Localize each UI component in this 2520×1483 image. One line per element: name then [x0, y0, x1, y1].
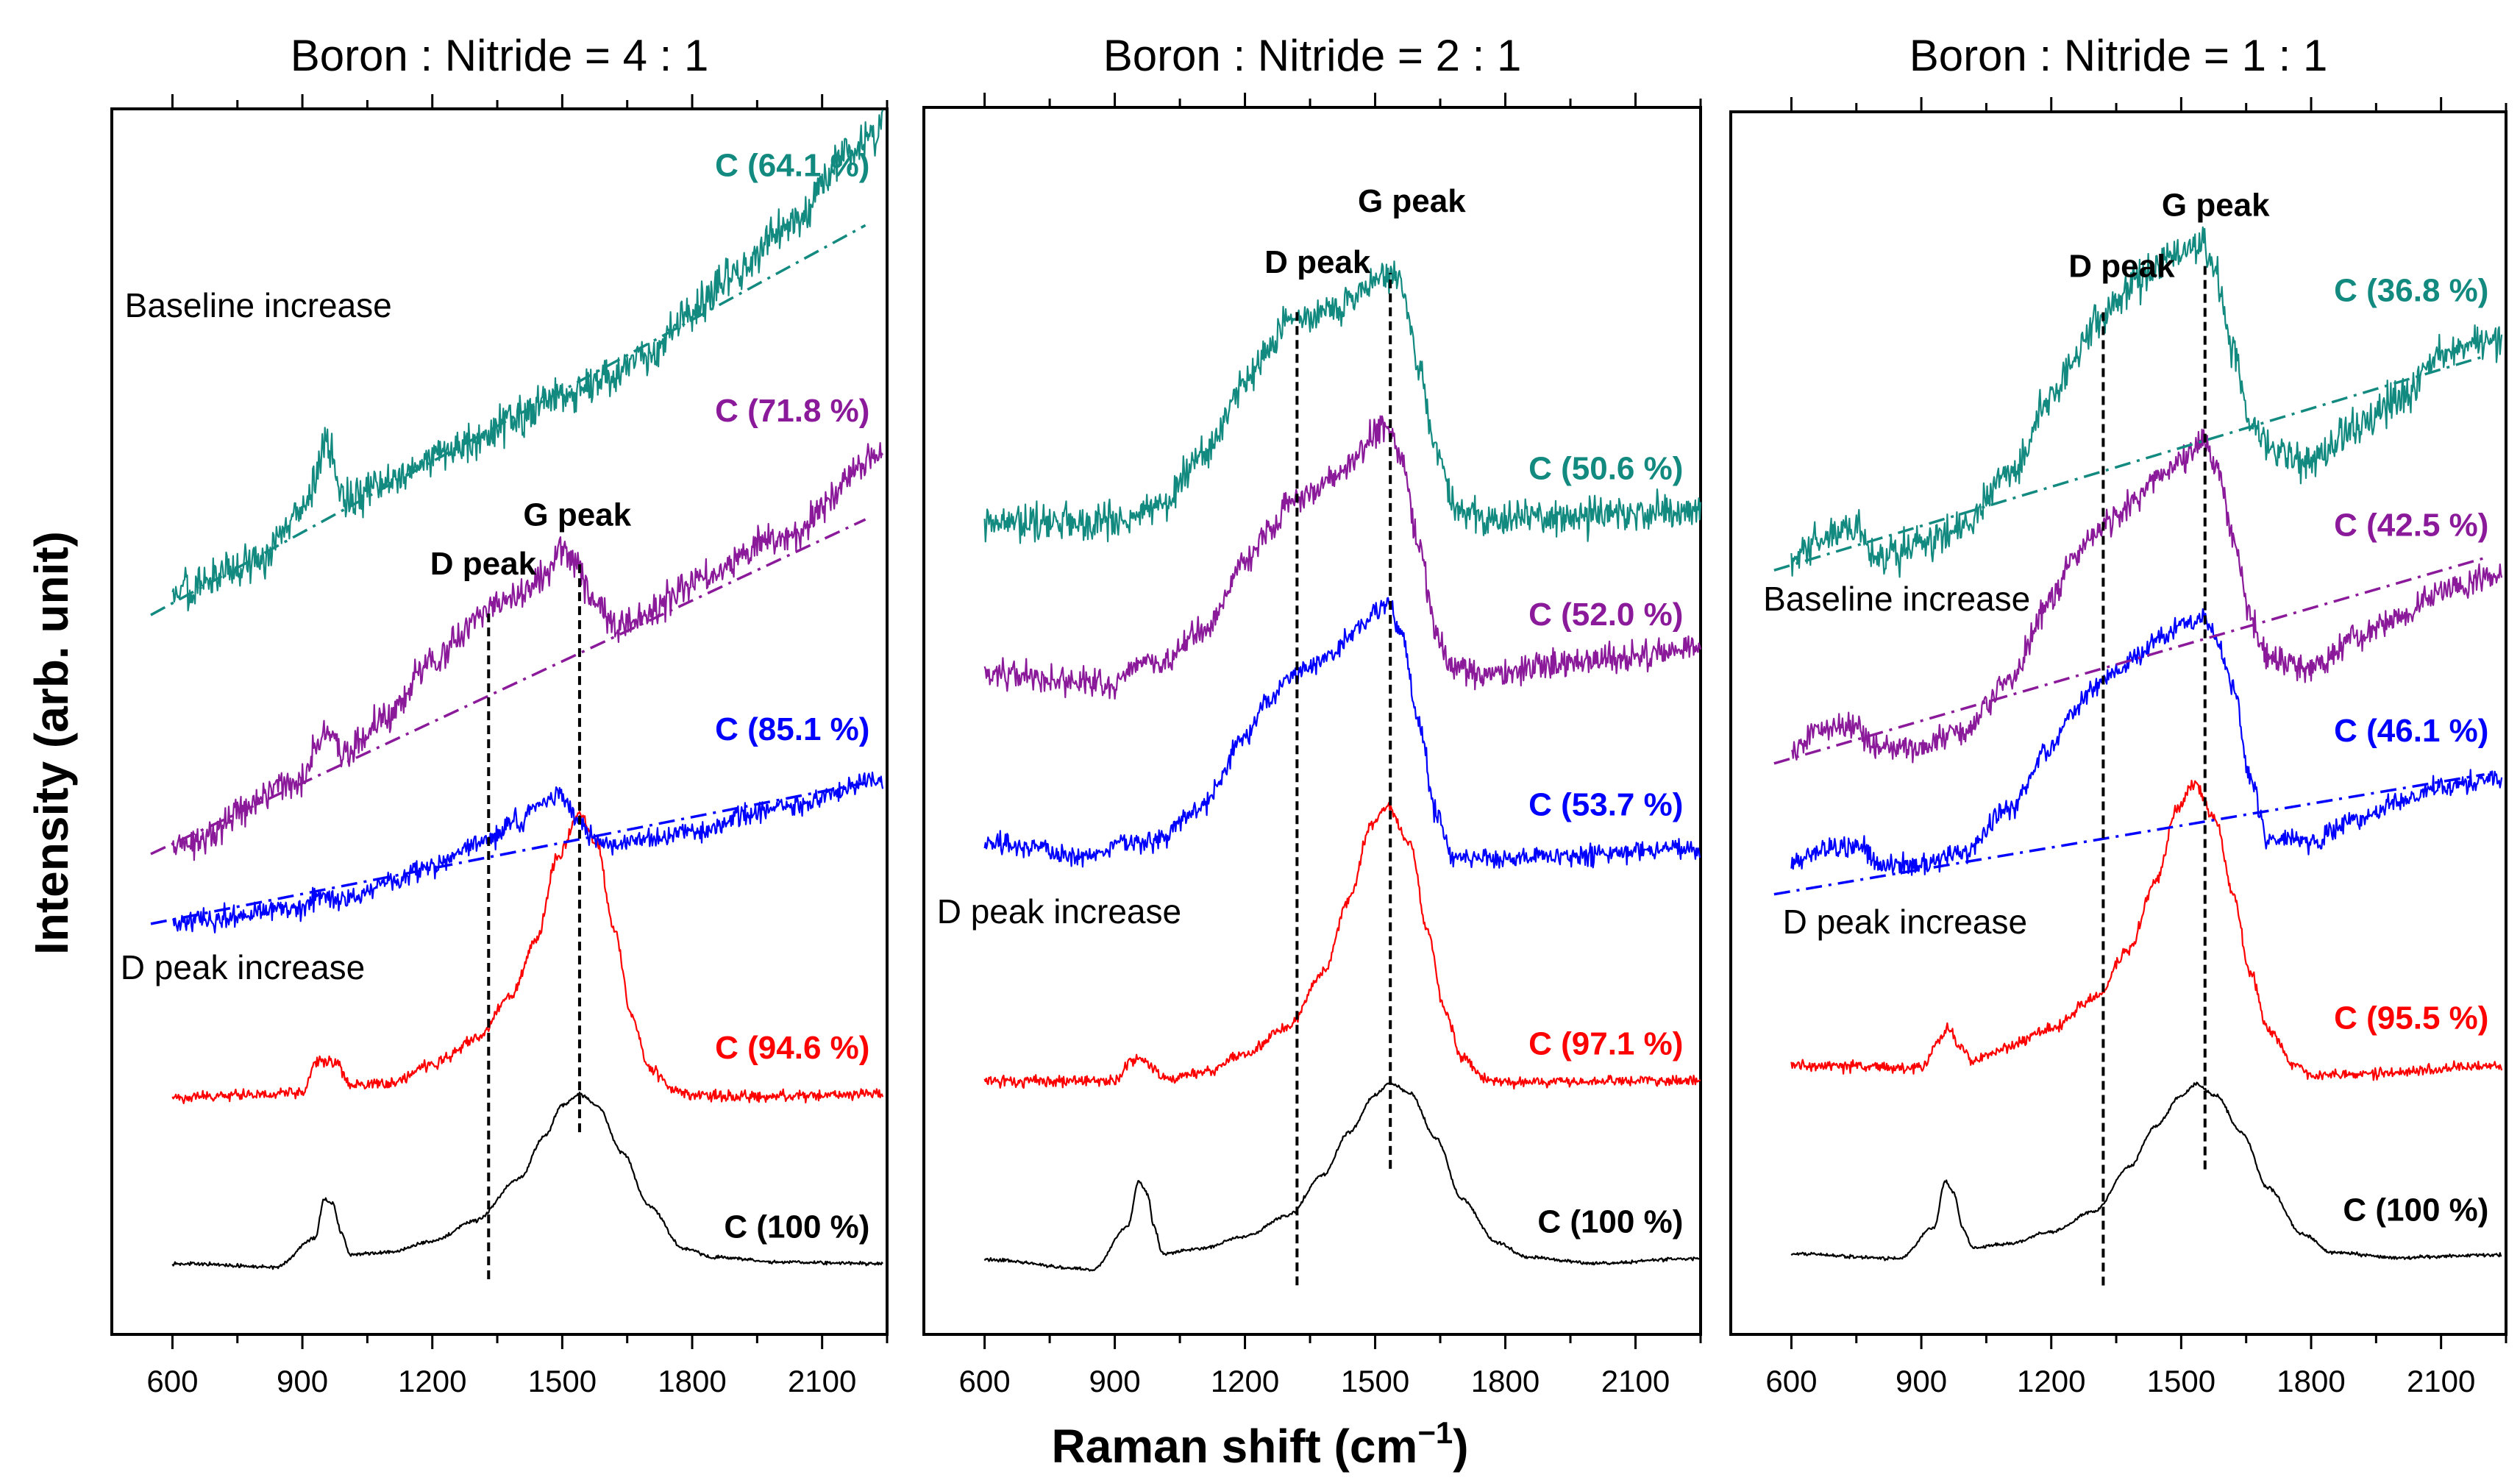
series-label-c-52-0: C (52.0 %) [1528, 597, 1683, 633]
x-tick-label: 600 [1765, 1364, 1817, 1398]
chart-panel-2: Boron : Nitride = 2 : 1 600 900 1200 1500 180… [922, 31, 1702, 1398]
g-peak-label: G peak [2162, 187, 2270, 223]
chart-title: Boron : Nitride = 1 : 1 [1909, 31, 2328, 80]
x-tick-label: 2100 [2407, 1364, 2475, 1398]
series-label-c-36-8: C (36.8 %) [2334, 273, 2488, 309]
spectrum-c-64-1 [171, 110, 884, 612]
chart-title: Boron : Nitride = 2 : 1 [1103, 31, 1522, 80]
x-tick-label: 600 [146, 1364, 198, 1398]
series-label-c-71-8: C (71.8 %) [715, 393, 869, 429]
spectrum-c-42-5 [1790, 428, 2503, 764]
x-axis-label: Raman shift (cm−1) [1051, 1415, 1468, 1473]
x-tick-label: 1200 [1211, 1364, 1279, 1398]
spectrum-c-97-1 [983, 801, 1701, 1090]
baseline-trend-line [1773, 556, 2485, 765]
x-axis-label-close: ) [1453, 1420, 1468, 1473]
baseline-trend-line [150, 781, 866, 925]
series-label-c-100: C (100 %) [2343, 1192, 2488, 1228]
spectrum-c-50-6 [983, 260, 1702, 544]
spectrum-c-71-8 [171, 441, 884, 861]
x-axis-label-main: Raman shift (cm [1051, 1420, 1417, 1473]
series-label-c-64-1: C (64.1 %) [715, 148, 869, 184]
x-tick-label: 1800 [1471, 1364, 1540, 1398]
x-tick-label: 900 [1896, 1364, 1947, 1398]
y-axis-label: Intensity (arb. unit) [25, 531, 78, 955]
x-tick-label: 900 [1089, 1364, 1141, 1398]
annotation-baseline-increase: Baseline increase [1763, 580, 2030, 618]
series-label-c-97-1: C (97.1 %) [1528, 1026, 1683, 1062]
chart-title: Boron : Nitride = 4 : 1 [291, 31, 709, 80]
x-tick-label: 2100 [788, 1364, 856, 1398]
spectrum-c-100 [1790, 1081, 2502, 1262]
x-tick-label: 2100 [1601, 1364, 1670, 1398]
x-tick-label: 1500 [2147, 1364, 2215, 1398]
annotation-d-peak-increase: D peak increase [121, 948, 365, 986]
spectrum-c-46-1 [1790, 608, 2503, 876]
annotation-d-peak-increase: D peak increase [1783, 903, 2027, 941]
series-label-c-100: C (100 %) [1537, 1204, 1683, 1240]
series-label-c-50-6: C (50.6 %) [1528, 450, 1683, 486]
spectrum-c-36-8 [1790, 226, 2503, 578]
spectrum-c-53-7 [983, 597, 1701, 869]
x-tick-label: 600 [959, 1364, 1011, 1398]
g-peak-label: G peak [523, 497, 631, 533]
plot-frame [1729, 110, 2507, 1336]
baseline-trend-line [1773, 355, 2485, 572]
series-label-c-85-1: C (85.1 %) [715, 711, 869, 747]
series-label-c-94-6: C (94.6 %) [715, 1030, 869, 1066]
baseline-trend-line [1773, 773, 2485, 896]
baseline-trend-line [150, 224, 866, 616]
series-label-c-46-1: C (46.1 %) [2334, 713, 2488, 749]
annotation-d-peak-increase: D peak increase [937, 892, 1181, 931]
spectrum-c-85-1 [171, 771, 884, 933]
plot-frame [922, 106, 1702, 1336]
series-label-c-42-5: C (42.5 %) [2334, 508, 2488, 544]
spectrum-c-95-5 [1790, 779, 2503, 1081]
spectrum-c-100 [983, 1081, 1701, 1272]
baseline-trend-line [150, 518, 866, 856]
x-tick-label: 1800 [2277, 1364, 2345, 1398]
x-tick-label: 1500 [1341, 1364, 1409, 1398]
spectrum-c-94-6 [171, 811, 884, 1105]
chart-panel-3: Boron : Nitride = 1 : 1 600 900 1200 1500 180… [1729, 31, 2507, 1398]
d-peak-label: D peak [2068, 248, 2175, 284]
x-tick-label: 1200 [2017, 1364, 2085, 1398]
series-label-c-100: C (100 %) [724, 1209, 869, 1245]
annotation-baseline-increase: Baseline increase [125, 286, 392, 324]
x-tick-label: 1800 [658, 1364, 726, 1398]
d-peak-label: D peak [1264, 244, 1371, 280]
d-peak-label: D peak [430, 546, 537, 582]
plot-frame [110, 107, 889, 1336]
x-tick-label: 1500 [528, 1364, 597, 1398]
series-label-c-53-7: C (53.7 %) [1528, 786, 1683, 822]
g-peak-label: G peak [1358, 183, 1466, 219]
x-tick-label: 900 [277, 1364, 328, 1398]
spectrum-c-52-0 [983, 415, 1702, 700]
chart-panel-1: Boron : Nitride = 4 : 1 600 900 1200 1500 180… [110, 31, 889, 1398]
x-tick-label: 1200 [398, 1364, 466, 1398]
series-label-c-95-5: C (95.5 %) [2334, 1000, 2488, 1036]
chart-panels: Boron : Nitride = 4 : 1 600 900 1200 1500 180… [110, 31, 2507, 1398]
spectrum-c-100 [171, 1091, 883, 1270]
x-axis-label-superscript: −1 [1417, 1415, 1453, 1450]
